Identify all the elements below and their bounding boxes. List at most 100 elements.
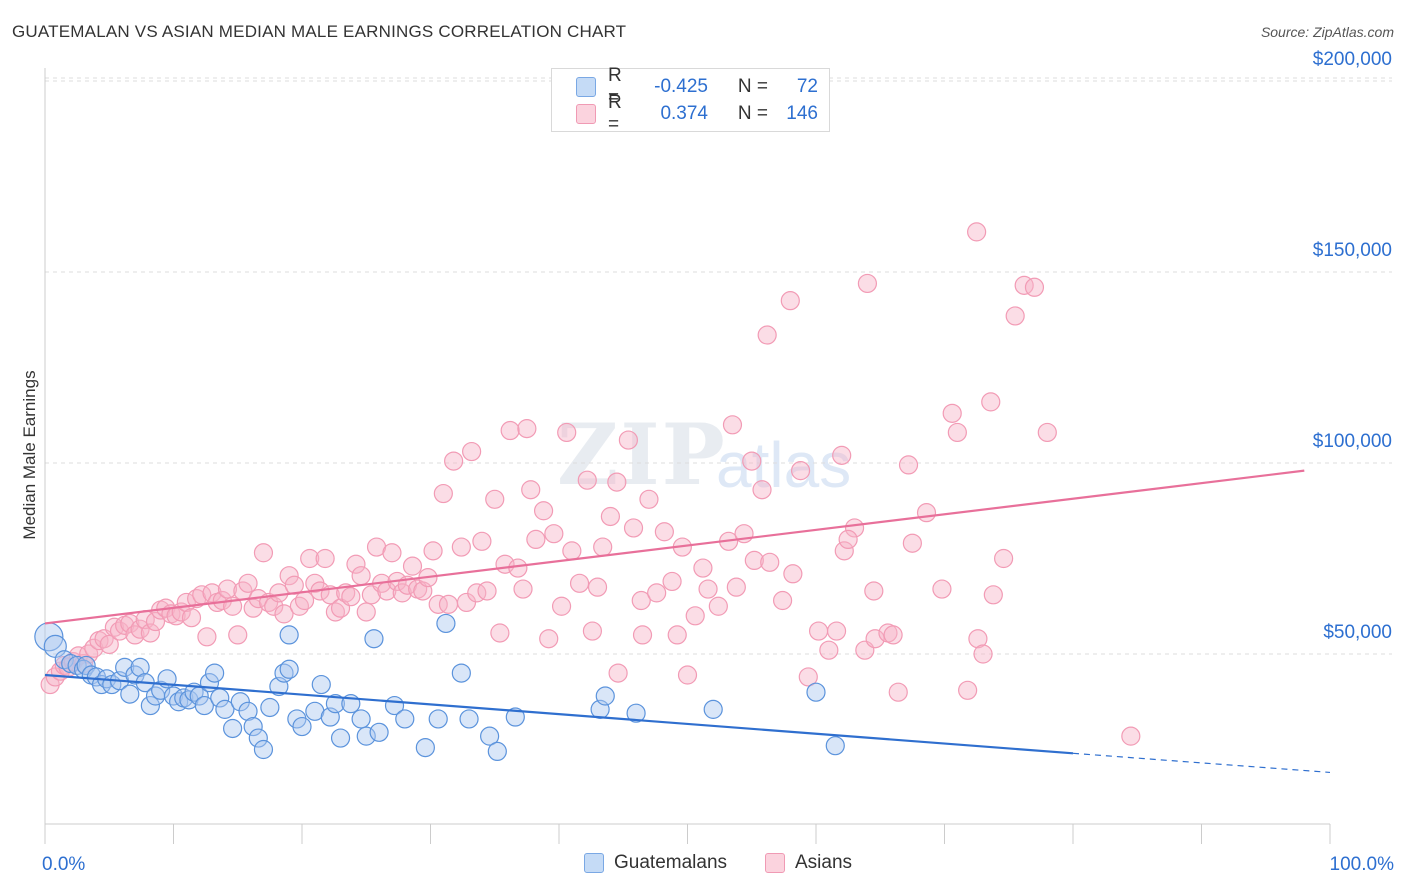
- guatemalan-trend-line: [44, 673, 1074, 755]
- asian-point: [898, 455, 919, 475]
- asian-point: [677, 665, 698, 685]
- asian-point: [857, 273, 878, 294]
- legend-item-guatemalans[interactable]: Guatemalans: [584, 852, 727, 874]
- asian-point: [693, 558, 713, 578]
- asian-point: [485, 489, 505, 509]
- guatemalan-point: [369, 722, 389, 742]
- asian-point: [500, 420, 520, 441]
- asian-point: [109, 621, 130, 641]
- guatemalan-point: [325, 694, 346, 714]
- asian-point: [744, 550, 764, 571]
- source-label: Source: ZipAtlas.com: [1260, 24, 1394, 40]
- guatemalan-point: [140, 695, 160, 716]
- guatemalan-point: [120, 684, 140, 704]
- asian-point: [456, 592, 477, 613]
- asian-point: [618, 430, 638, 450]
- asian-point: [844, 518, 865, 538]
- correlation-legend: R = -0.425 N = 72 R = 0.374 N = 146: [551, 65, 830, 135]
- asian-point: [708, 596, 728, 616]
- guatemalan-point: [415, 737, 435, 758]
- guatemalan-point: [223, 718, 243, 739]
- legend-n-label: N =: [737, 76, 768, 97]
- series-legend: Guatemalans Asians: [0, 852, 1406, 876]
- asian-point: [973, 644, 993, 664]
- guatemalan-point: [395, 709, 415, 729]
- watermark-zip: ZIP: [557, 405, 727, 504]
- y-tick-label: $50,000: [1323, 622, 1392, 643]
- asian-point: [1005, 306, 1025, 326]
- asian-point: [521, 480, 541, 500]
- y-tick-label: $200,000: [1313, 49, 1392, 70]
- guatemalan-point: [364, 629, 384, 649]
- asian-point: [1121, 726, 1141, 746]
- asian-point: [726, 577, 746, 597]
- asian-point: [300, 548, 320, 569]
- asian-point: [557, 422, 577, 443]
- y-axis-title: Median Male Earnings: [20, 370, 39, 539]
- legend-swatch-guatemalans: [576, 77, 596, 97]
- guatemalan-point: [487, 741, 507, 762]
- asian-point: [539, 629, 559, 649]
- legend-swatch-guatemalans: [584, 853, 604, 873]
- x-tick-label: 100.0%: [1330, 854, 1395, 875]
- asian-point: [130, 619, 150, 639]
- asian-point: [662, 571, 682, 592]
- asian-point: [289, 596, 310, 616]
- asian-point: [1024, 277, 1045, 297]
- asian-point: [351, 566, 371, 586]
- asian-point: [294, 590, 315, 611]
- asian-point: [181, 608, 202, 628]
- asian-point: [607, 472, 627, 492]
- gridlines: [45, 77, 1392, 655]
- asian-point: [238, 573, 258, 593]
- legend-n-value: 72: [796, 76, 818, 97]
- asian-point: [433, 483, 453, 504]
- asian-point: [780, 291, 800, 311]
- asian-point: [120, 613, 140, 634]
- asian-point: [508, 558, 528, 578]
- asian-point: [145, 611, 166, 632]
- asian-point: [477, 581, 497, 601]
- asian-point: [742, 451, 762, 471]
- asian-point: [423, 541, 443, 561]
- asian-point: [958, 680, 978, 700]
- asian-point: [902, 533, 922, 553]
- y-tick-label: $150,000: [1313, 240, 1392, 261]
- asian-point: [533, 501, 554, 521]
- watermark-atlas: atlas: [716, 429, 852, 501]
- legend-row-asians: R = 0.374 N = 146: [576, 92, 818, 135]
- legend-r-value: 0.374: [660, 103, 708, 124]
- asian-point: [760, 552, 780, 572]
- guatemalan-point: [194, 695, 214, 716]
- guatemalan-point: [480, 726, 500, 746]
- guatemalan-point: [451, 663, 471, 683]
- asian-point: [819, 640, 839, 660]
- asian-point: [356, 602, 376, 622]
- asian-point: [722, 415, 743, 435]
- guatemalan-point: [356, 726, 376, 746]
- asian-point: [623, 518, 644, 538]
- asian-point: [883, 625, 903, 645]
- asian-point: [916, 503, 937, 523]
- legend-r-value: -0.425: [654, 76, 708, 97]
- guatemalan-point: [806, 682, 826, 702]
- asian-point: [513, 579, 533, 599]
- trend-lines: [44, 469, 1331, 774]
- legend-item-asians[interactable]: Asians: [765, 852, 852, 874]
- guatemalan-point: [230, 692, 250, 712]
- asian-point: [197, 627, 217, 647]
- asian-trend-line: [44, 469, 1305, 625]
- guatemalan-point: [459, 709, 479, 729]
- asian-point: [757, 325, 777, 345]
- legend-label-asians: Asians: [795, 852, 853, 873]
- asian-point: [838, 529, 858, 550]
- asian-point: [632, 625, 653, 645]
- asian-point: [544, 524, 564, 544]
- chart-title: GUATEMALAN VS ASIAN MEDIAN MALE EARNINGS…: [12, 22, 627, 41]
- asian-point: [888, 682, 908, 702]
- asian-point: [752, 480, 772, 500]
- asian-point: [569, 573, 590, 593]
- guatemalan-point: [595, 686, 615, 706]
- asian-point: [444, 451, 464, 471]
